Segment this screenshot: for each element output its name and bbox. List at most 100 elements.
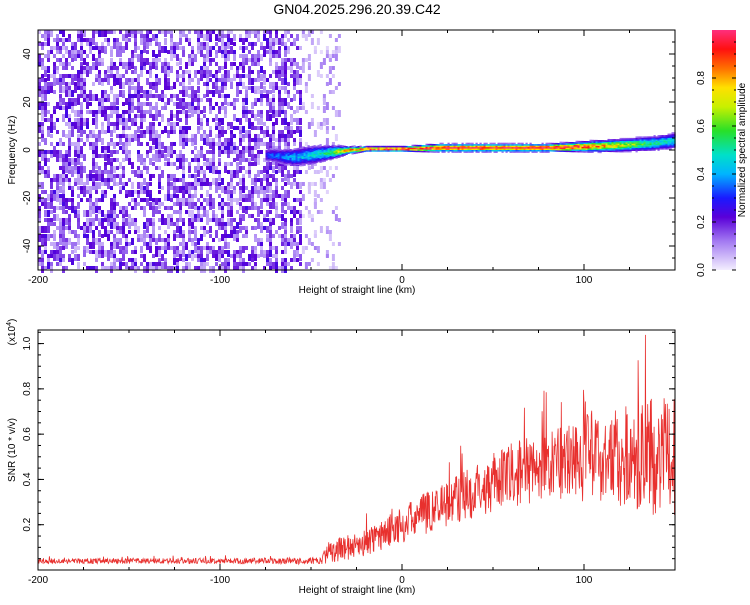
spectrogram-ridge-cell [607,149,610,151]
spectrogram-ridge-cell [635,145,638,147]
spectrogram-noise-cell [275,178,278,182]
spectrogram-noise-cell [209,138,212,142]
spectrogram-noise-cell [215,182,218,186]
spectrogram-ridge-cell [597,147,600,149]
spectrogram-noise-cell [179,90,182,94]
spectrogram-noise-cell [185,70,188,74]
spectrogram-noise-cell [74,150,77,157]
spectrogram-noise-cell [266,170,269,177]
spectrogram-ridge-cell [661,146,664,149]
spectrogram-noise-cell [263,190,266,194]
spectrogram-noise-cell [137,150,140,154]
spectrogram-ridge-cell [483,151,486,153]
spectrogram-noise-cell [272,166,275,173]
spectrogram-noise-cell [128,242,131,246]
spectrogram-ridge-cell [379,150,382,152]
spectrogram-ridge-cell [585,151,588,153]
spectrogram-noise-cell [110,58,113,62]
spectrogram-noise-cell [179,250,182,254]
spectrogram-noise-cell [95,30,98,34]
spectrogram-noise-cell [155,198,158,205]
spectrogram-noise-cell [197,38,200,45]
spectrogram-noise-cell [194,218,197,222]
spectrogram-noise-cell [215,70,218,74]
spectrogram-noise-cell [242,146,245,150]
spectrogram-noise-cell [137,202,140,206]
spectrogram-ridge-cell [487,151,490,153]
spectrogram-ridge-cell [627,143,630,146]
spectrogram-ridge-cell [607,147,610,150]
spectrogram-noise-cell [104,266,107,270]
spectrogram-noise-cell [170,38,173,42]
spectrogram-noise-cell [98,246,101,250]
spectrogram-ridge-cell [421,145,424,147]
spectrogram-noise-cell [125,194,128,198]
spectrogram-noise-cell [260,182,263,186]
spectrogram-ridge-cell [665,135,668,137]
spectrogram-noise-cell [197,42,200,46]
spectrogram-ridge-cell [305,149,308,152]
spectrogram-ridge-cell [645,136,648,138]
spectrogram-noise-cell [313,130,317,137]
spectrogram-noise-cell [254,158,257,162]
spectrogram-noise-cell [158,94,161,101]
spectrogram-noise-cell [80,166,83,170]
spectrogram-noise-cell [65,46,68,50]
spectrogram-noise-cell [299,190,302,194]
spectrogram-noise-cell [92,234,95,241]
spectrogram-ridge-cell [663,148,666,150]
spectrogram-noise-cell [281,38,284,45]
spectrogram-noise-cell [221,222,224,229]
spectrogram-ridge-cell [329,147,332,149]
spectrogram-noise-cell [179,198,182,205]
spectrogram-noise-cell [167,70,170,77]
spectrogram-noise-cell [83,154,86,161]
spectrogram-noise-cell [209,186,212,190]
spectrogram-ridge-cell [475,151,478,153]
spectrogram-ridge-cell [655,142,658,144]
spectrogram-ridge-cell [489,148,492,150]
spectrogram-ridge-cell [435,151,438,153]
spectrogram-noise-cell [284,134,287,141]
spectrogram-noise-cell [92,46,95,50]
spectrogram-ridge-cell [323,149,326,152]
spectrogram-ridge-cell [605,141,608,144]
spectrogram-noise-cell [245,114,248,118]
spectrogram-noise-cell [176,186,179,193]
spectrogram-noise-cell [209,226,212,233]
spectrogram-noise-cell [152,126,155,133]
spectrogram-noise-cell [176,114,179,121]
spectrogram-noise-cell [200,110,203,114]
spectrogram-ridge-cell [529,142,532,145]
spectrogram-ridge-cell [571,147,574,150]
spectrogram-noise-cell [310,162,314,169]
spectrogram-noise-cell [185,34,188,38]
spectrogram-noise-cell [290,218,293,222]
spectrogram-noise-cell [236,198,239,205]
spectrogram-ridge-cell [363,150,366,153]
spectrogram-noise-cell [278,102,281,109]
spectrogram-ridge-cell [275,154,278,156]
spectrogram-ridge-cell [557,150,560,152]
spectrogram-ridge-cell [515,151,518,153]
spectrogram-noise-cell [269,194,272,201]
spectrogram-noise-cell [92,134,95,138]
spectrogram-noise-cell [77,174,80,178]
spectrogram-noise-cell [134,34,137,38]
spectrogram-ridge-cell [375,145,378,148]
spectrogram-noise-cell [275,182,278,186]
spectrogram-ridge-cell [621,145,624,147]
spectrogram-noise-cell [209,158,212,165]
spectrogram-ridge-cell [395,147,398,149]
spectrogram-ridge-cell [633,139,636,141]
spectrogram-noise-cell [209,142,212,149]
spectrogram-ridge-cell [403,145,406,148]
spectrogram-noise-cell [191,58,194,62]
spectrogram-noise-cell [71,198,74,205]
spectrogram-noise-cell [290,114,293,121]
spectrogram-noise-cell [140,254,143,258]
spectrogram-noise-cell [299,66,302,70]
spectrogram-ridge-cell [599,151,602,154]
spectrogram-ridge-cell [457,145,460,148]
spectrogram-ridge-cell [657,145,660,147]
